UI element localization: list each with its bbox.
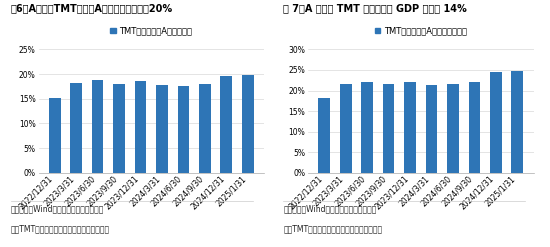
Bar	[92, 80, 103, 173]
Bar	[318, 98, 330, 173]
Bar	[113, 84, 125, 173]
Text: 图6：A股整个TMT板块占A股总市值的比重约20%: 图6：A股整个TMT板块占A股总市值的比重约20%	[11, 3, 173, 13]
Text: 注：TMT板块指电子计算机传媒通信四个行业: 注：TMT板块指电子计算机传媒通信四个行业	[11, 224, 110, 233]
Text: 数据来源：Wind、广发证券发展研究中心: 数据来源：Wind、广发证券发展研究中心	[11, 204, 104, 213]
Bar	[135, 81, 146, 173]
Bar	[178, 86, 189, 173]
Bar	[49, 98, 60, 173]
Text: 图 7：A 股整个 TMT 板块占中国 GDP 比重仅 14%: 图 7：A 股整个 TMT 板块占中国 GDP 比重仅 14%	[283, 3, 467, 13]
Text: 注：TMT板块指电子计算机传媒通信四个行业: 注：TMT板块指电子计算机传媒通信四个行业	[283, 224, 382, 233]
Bar	[156, 85, 168, 173]
Bar	[340, 84, 351, 173]
Bar	[221, 76, 232, 173]
Bar	[70, 83, 82, 173]
Legend: TMT总市值占全A非金融市值比重: TMT总市值占全A非金融市值比重	[375, 26, 467, 35]
Legend: TMT总市值占全A总市值比重: TMT总市值占全A总市值比重	[110, 26, 192, 35]
Bar	[490, 72, 502, 173]
Bar	[404, 82, 416, 173]
Bar	[426, 85, 437, 173]
Bar	[383, 84, 394, 173]
Bar	[361, 82, 373, 173]
Bar	[512, 71, 523, 173]
Bar	[199, 84, 211, 173]
Bar	[469, 82, 480, 173]
Text: 数据来源：Wind、广发证券发展研究中心: 数据来源：Wind、广发证券发展研究中心	[283, 204, 377, 213]
Bar	[242, 75, 254, 173]
Bar	[447, 84, 459, 173]
